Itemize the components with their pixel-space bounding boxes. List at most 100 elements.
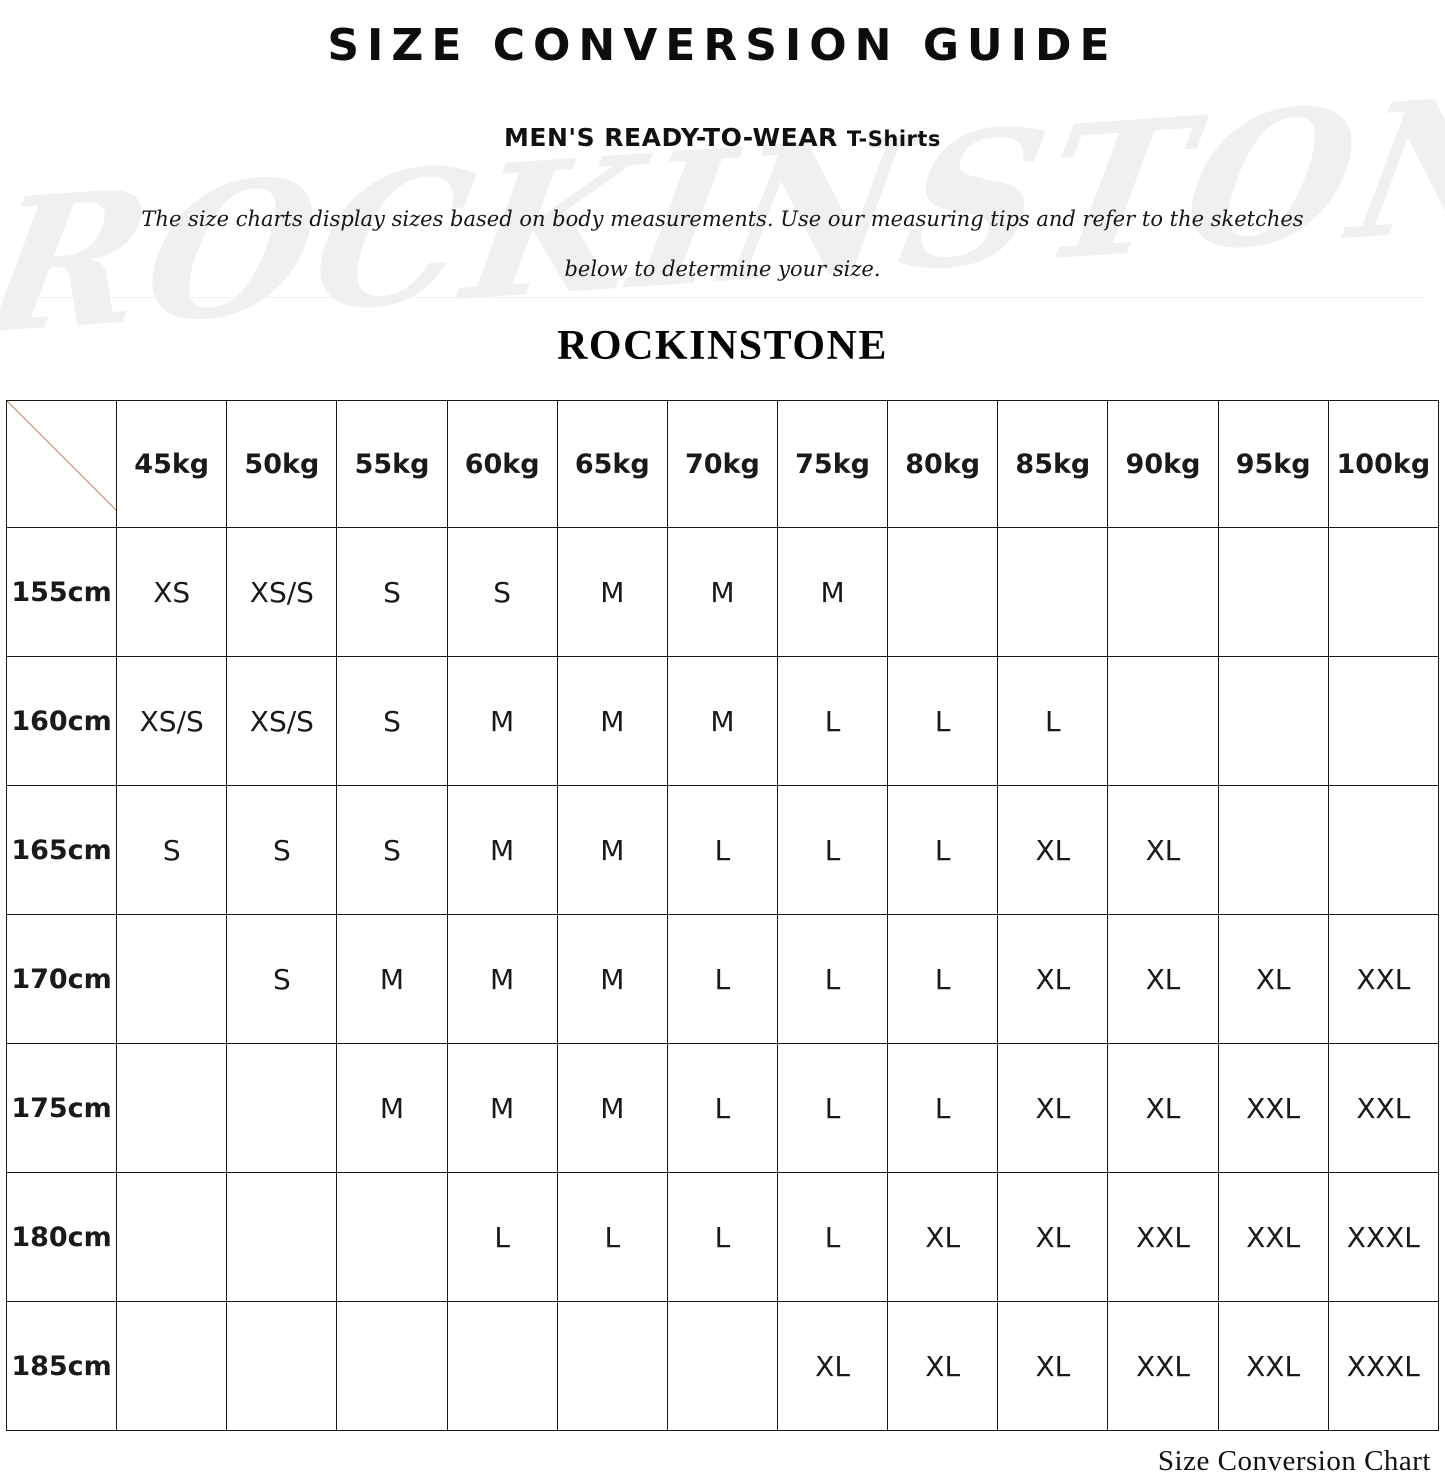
corner-cell: [5, 400, 118, 528]
column-header-100kg: 100kg: [1327, 400, 1440, 528]
size-cell: S: [116, 785, 228, 915]
size-cell: XXXL: [1327, 1301, 1440, 1431]
size-cell: M: [556, 1043, 668, 1173]
size-cell: M: [556, 914, 668, 1044]
column-header-75kg: 75kg: [776, 400, 889, 528]
size-cell: S: [226, 914, 338, 1044]
size-cell: XS/S: [116, 656, 228, 786]
size-cell: M: [556, 656, 668, 786]
size-cell: L: [887, 785, 999, 915]
size-cell: L: [446, 1172, 558, 1302]
size-cell: XXL: [1327, 1043, 1440, 1173]
size-cell: [997, 527, 1109, 657]
size-cell: XXXL: [1327, 1172, 1440, 1302]
row-header-160cm: 160cm: [5, 656, 118, 786]
size-cell: XL: [887, 1172, 999, 1302]
subtitle-category: T-Shirts: [846, 127, 941, 151]
size-cell: [226, 1172, 338, 1302]
size-cell: [1217, 527, 1329, 657]
table-row: 175cm M M M L L L XL XL XXL XXL: [5, 1043, 1440, 1173]
size-cell: [226, 1043, 338, 1173]
description: The size charts display sizes based on b…: [0, 194, 1445, 294]
row-header-180cm: 180cm: [5, 1172, 118, 1302]
page-title: SIZE CONVERSION GUIDE: [327, 20, 1118, 71]
column-header-90kg: 90kg: [1107, 400, 1219, 528]
size-cell: [887, 527, 999, 657]
size-cell: [1327, 656, 1440, 786]
row-header-170cm: 170cm: [5, 914, 118, 1044]
column-header-80kg: 80kg: [887, 400, 999, 528]
size-cell: [446, 1301, 558, 1431]
size-cell: L: [776, 785, 889, 915]
size-cell: XL: [776, 1301, 889, 1431]
size-cell: [1217, 656, 1329, 786]
size-cell: S: [336, 527, 448, 657]
size-cell: XL: [997, 914, 1109, 1044]
size-cell: M: [556, 527, 668, 657]
size-table-container: 45kg 50kg 55kg 60kg 65kg 70kg 75kg 80kg 85kg 90kg…: [0, 400, 1445, 1431]
row-header-155cm: 155cm: [5, 527, 118, 657]
row-header-165cm: 165cm: [5, 785, 118, 915]
size-cell: M: [556, 785, 668, 915]
subtitle: MEN'S READY-TO-WEAR T-Shirts: [0, 123, 1445, 152]
size-cell: [1107, 656, 1219, 786]
size-cell: [116, 1043, 228, 1173]
size-cell: L: [997, 656, 1109, 786]
size-cell: S: [336, 656, 448, 786]
description-line-2: below to determine your size.: [564, 257, 881, 281]
size-cell: L: [666, 1043, 778, 1173]
column-header-60kg: 60kg: [446, 400, 558, 528]
size-cell: L: [666, 785, 778, 915]
size-cell: L: [776, 914, 889, 1044]
column-header-85kg: 85kg: [997, 400, 1109, 528]
size-cell: [556, 1301, 668, 1431]
table-row: 170cm S M M M L L L XL XL XL XXL: [5, 914, 1440, 1044]
table-row: 165cm S S S M M L L L XL XL: [5, 785, 1440, 915]
subtitle-main: MEN'S READY-TO-WEAR: [504, 123, 838, 152]
size-cell: [666, 1301, 778, 1431]
size-cell: [1327, 785, 1440, 915]
size-cell: XXL: [1217, 1301, 1329, 1431]
size-cell: XS: [116, 527, 228, 657]
size-cell: XXL: [1327, 914, 1440, 1044]
size-cell: XL: [1107, 914, 1219, 1044]
size-cell: L: [887, 1043, 999, 1173]
size-cell: XL: [1107, 785, 1219, 915]
size-cell: L: [776, 1172, 889, 1302]
size-cell: XS/S: [226, 527, 338, 657]
size-cell: [226, 1301, 338, 1431]
size-cell: [1217, 785, 1329, 915]
size-cell: [116, 914, 228, 1044]
table-row: 185cm XL XL XL XXL XXL XXXL: [5, 1301, 1440, 1431]
size-cell: M: [776, 527, 889, 657]
size-cell: XL: [997, 1172, 1109, 1302]
size-cell: XL: [887, 1301, 999, 1431]
size-cell: [1107, 527, 1219, 657]
column-header-55kg: 55kg: [336, 400, 448, 528]
description-line-1: The size charts display sizes based on b…: [141, 207, 1304, 231]
size-cell: M: [666, 527, 778, 657]
size-cell: M: [446, 914, 558, 1044]
brand-name: ROCKINSTONE: [557, 323, 888, 369]
diagonal-divider-icon: [7, 401, 116, 510]
size-cell: M: [336, 1043, 448, 1173]
size-cell: [116, 1172, 228, 1302]
column-header-70kg: 70kg: [666, 400, 778, 528]
table-row: 160cm XS/S XS/S S M M M L L L: [5, 656, 1440, 786]
size-cell: L: [887, 914, 999, 1044]
size-cell: XL: [997, 785, 1109, 915]
table-row: 180cm L L L L XL XL XXL XXL XXXL: [5, 1172, 1440, 1302]
size-cell: XL: [997, 1043, 1109, 1173]
size-cell: S: [336, 785, 448, 915]
size-cell: [1327, 527, 1440, 657]
size-cell: M: [446, 785, 558, 915]
size-cell: M: [446, 1043, 558, 1173]
size-cell: L: [666, 914, 778, 1044]
size-cell: XS/S: [226, 656, 338, 786]
size-cell: M: [336, 914, 448, 1044]
size-cell: XL: [1107, 1043, 1219, 1173]
size-cell: S: [446, 527, 558, 657]
column-header-95kg: 95kg: [1217, 400, 1329, 528]
size-cell: [116, 1301, 228, 1431]
